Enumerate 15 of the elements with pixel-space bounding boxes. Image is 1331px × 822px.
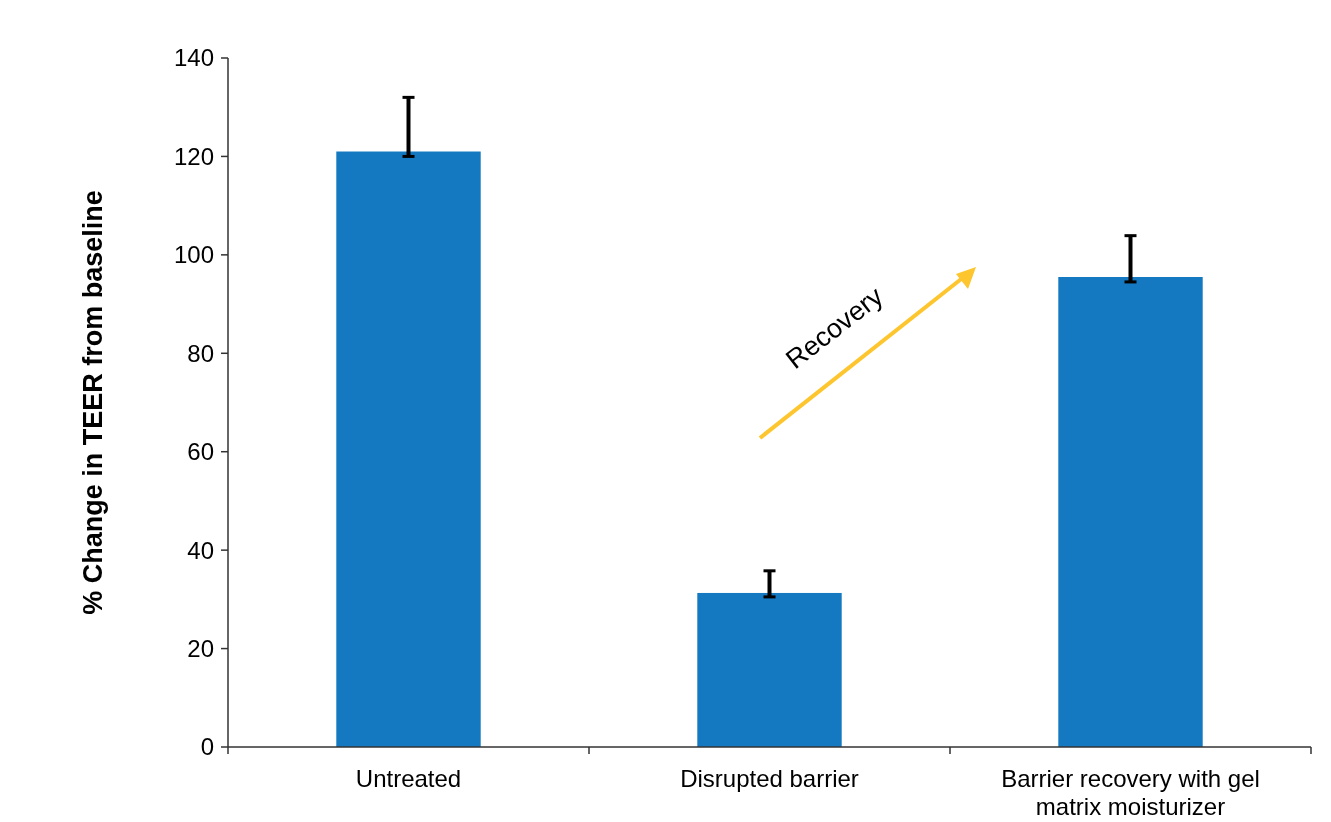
y-tick-label: 120 (173, 142, 214, 170)
x-tick-label: Disrupted barrier (680, 765, 859, 792)
x-tick-label: Barrier recovery with gel matrix moisturizer (1001, 765, 1260, 820)
x-tick-label: Untreated (355, 765, 462, 792)
y-tick-label: 100 (173, 241, 214, 269)
y-tick-label: 60 (187, 438, 214, 466)
y-axis-title: % Change in TEER from baseline (78, 190, 108, 615)
y-tick-label: 20 (187, 634, 214, 662)
y-tick-label: 80 (187, 339, 214, 367)
y-tick-label: 0 (200, 733, 214, 761)
y-tick-label: 140 (173, 44, 214, 72)
y-tick-label: 40 (187, 536, 214, 564)
bar (336, 151, 481, 747)
bar (1058, 277, 1203, 747)
bar (697, 592, 842, 747)
